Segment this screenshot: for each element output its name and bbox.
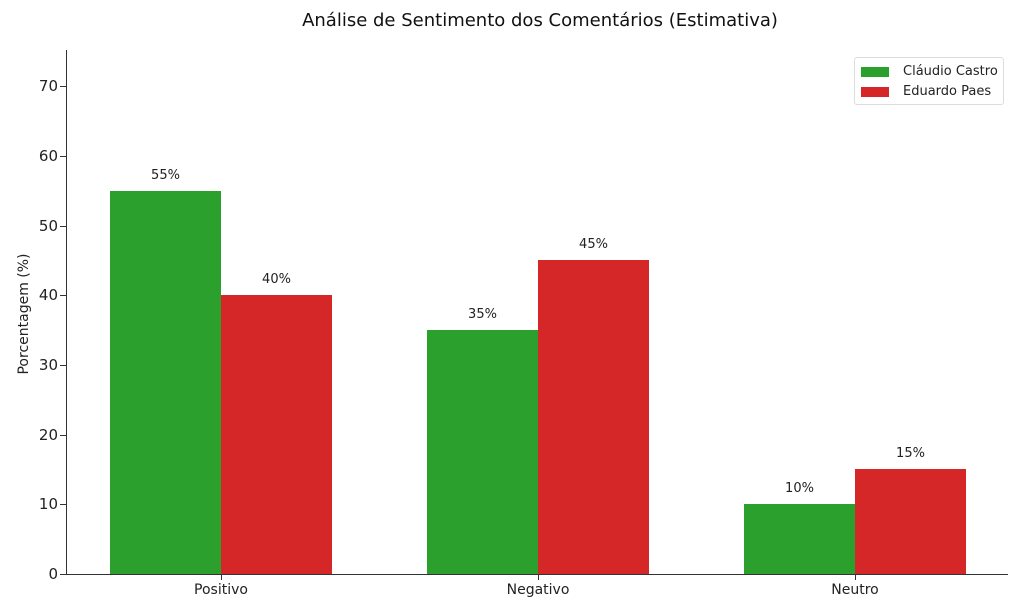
y-tick — [60, 86, 66, 88]
chart-title: Análise de Sentimento dos Comentários (E… — [302, 10, 778, 31]
y-axis-line — [66, 50, 67, 574]
bar-value-label: 40% — [262, 272, 291, 288]
x-tick — [538, 575, 539, 580]
legend-item-eduardo-paes: Eduardo Paes — [861, 84, 991, 99]
x-tick — [855, 575, 856, 580]
bar-value-label: 10% — [785, 481, 814, 497]
y-tick — [60, 295, 66, 297]
legend-swatch-green — [861, 66, 889, 77]
legend-swatch-red — [861, 86, 889, 97]
bar-value-label: 35% — [468, 307, 497, 323]
y-tick-label: 50 — [38, 216, 58, 235]
x-tick-label: Neutro — [831, 582, 879, 598]
y-tick-label: 60 — [38, 146, 58, 165]
legend-label: Cláudio Castro — [903, 64, 998, 79]
bar-positivo-series-0 — [110, 190, 221, 574]
bar-neutro-series-0 — [744, 504, 855, 574]
y-tick — [60, 574, 66, 575]
y-tick-label: 10 — [38, 495, 58, 514]
x-tick-label: Positivo — [194, 582, 248, 598]
bar-value-label: 55% — [151, 167, 180, 183]
legend-item-claudio-castro: Cláudio Castro — [861, 64, 998, 79]
y-tick-label: 30 — [38, 355, 58, 374]
x-tick — [221, 575, 222, 580]
y-tick — [60, 504, 66, 506]
y-tick — [60, 155, 66, 157]
y-tick — [60, 364, 66, 366]
bar-neutro-series-1 — [855, 469, 966, 574]
y-tick — [60, 225, 66, 227]
bar-negativo-series-0 — [427, 330, 538, 574]
y-tick-label: 70 — [38, 77, 58, 96]
y-tick-label: 20 — [38, 425, 58, 444]
y-tick — [60, 434, 66, 436]
bar-value-label: 15% — [896, 446, 925, 462]
y-tick-label: 0 — [48, 565, 58, 583]
y-tick-label: 40 — [38, 286, 58, 305]
legend: Cláudio Castro Eduardo Paes — [854, 57, 1004, 105]
x-axis-line — [66, 574, 1008, 575]
bar-positivo-series-1 — [221, 295, 332, 574]
bar-negativo-series-1 — [538, 260, 649, 574]
bar-value-label: 45% — [579, 237, 608, 253]
legend-label: Eduardo Paes — [903, 84, 992, 99]
x-tick-label: Negativo — [506, 582, 570, 598]
